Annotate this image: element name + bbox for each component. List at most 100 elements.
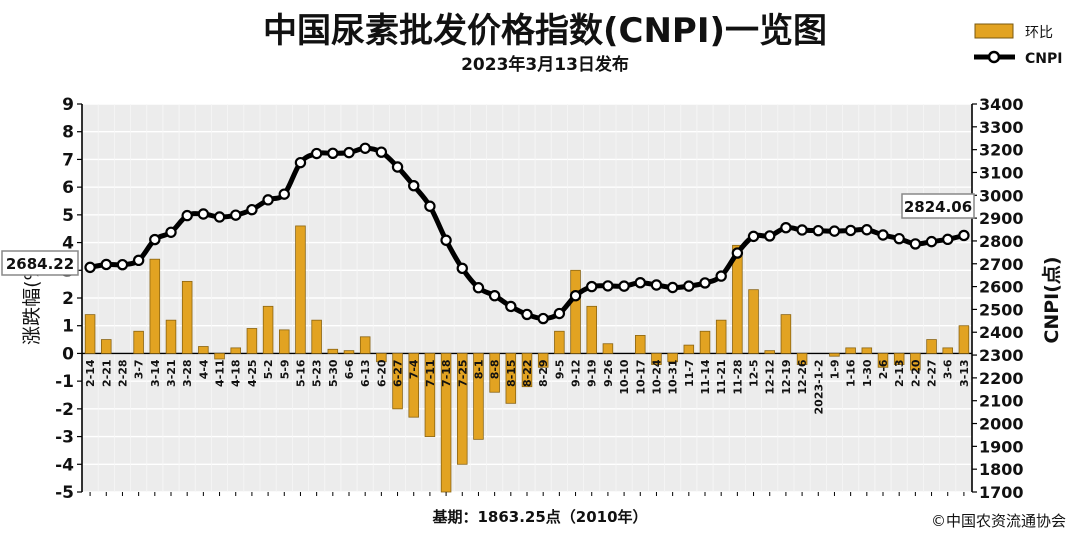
cnpi-point-3-14 bbox=[149, 233, 161, 246]
bar-3-6 bbox=[942, 347, 953, 354]
cnpi-point-4-18 bbox=[230, 209, 242, 221]
y-right-tick-label: 1800 bbox=[979, 460, 1024, 479]
x-tick-label: 6-13 bbox=[359, 359, 372, 387]
legend-bar-label: 环比 bbox=[1025, 25, 1053, 41]
bar-5-2 bbox=[262, 305, 274, 354]
cnpi-point-8-22 bbox=[521, 308, 533, 321]
header-band bbox=[0, 0, 1080, 82]
y-right-tick-label: 3300 bbox=[979, 118, 1024, 137]
axes: -5-4-3-2-1012345678917001800190020002100… bbox=[55, 95, 1023, 503]
bar-12-5 bbox=[748, 289, 759, 354]
y-right-tick-label: 2100 bbox=[979, 392, 1024, 411]
x-tick-label: 8-1 bbox=[472, 359, 485, 379]
bar-4-4 bbox=[198, 346, 209, 354]
bar-9-12 bbox=[570, 269, 581, 354]
x-tick-label: 3-13 bbox=[958, 359, 971, 387]
x-tick-label: 10-17 bbox=[634, 359, 647, 394]
cnpi-point-4-4 bbox=[197, 208, 210, 220]
bar-3-28 bbox=[181, 280, 193, 354]
annotation-box bbox=[901, 193, 975, 219]
bar-5-23 bbox=[311, 319, 322, 354]
cnpi-point-5-2 bbox=[262, 194, 274, 206]
bar-2-6 bbox=[877, 353, 889, 368]
cnpi-point-9-26 bbox=[602, 280, 614, 292]
bar-8-15 bbox=[505, 353, 517, 404]
x-tick-label: 3-14 bbox=[149, 359, 162, 387]
cnpi-point-11-21 bbox=[715, 270, 727, 282]
x-tick-label: 7-18 bbox=[440, 359, 453, 387]
cnpi-point-2-14 bbox=[84, 261, 96, 274]
cnpi-point-8-29 bbox=[537, 312, 549, 325]
bar-8-8 bbox=[489, 353, 500, 393]
cnpi-point-6-27 bbox=[391, 161, 404, 173]
cnpi-point-11-14 bbox=[699, 277, 711, 289]
bar-3-21 bbox=[165, 319, 177, 354]
cnpi-point-9-12 bbox=[569, 290, 582, 302]
x-tick-label: 5-30 bbox=[327, 359, 340, 387]
cnpi-point-8-8 bbox=[488, 290, 501, 302]
y-left-tick-label: -3 bbox=[55, 428, 74, 448]
x-tick-label: 8-8 bbox=[489, 359, 502, 379]
cnpi-point-3-7 bbox=[132, 254, 145, 267]
x-tick-label: 9-12 bbox=[570, 359, 583, 387]
x-tick-label: 10-10 bbox=[618, 359, 631, 395]
cnpi-point-7-11 bbox=[424, 200, 436, 212]
bar-5-9 bbox=[279, 329, 290, 354]
chart-title: 中国尿素批发价格指数(CNPI)一览图 bbox=[263, 11, 827, 51]
bar-4-25 bbox=[246, 328, 258, 354]
bar-2-21 bbox=[101, 339, 112, 354]
bar-1-16 bbox=[845, 347, 856, 354]
cnpi-point-4-25 bbox=[246, 203, 258, 216]
x-tick-label: 6-27 bbox=[392, 359, 405, 387]
bar-5-16 bbox=[295, 225, 306, 354]
y-left-tick-label: -5 bbox=[55, 483, 74, 503]
annotation-0: 2684.22 bbox=[1, 250, 79, 276]
line-series bbox=[84, 142, 970, 325]
x-tick-label: 11-14 bbox=[699, 359, 712, 395]
bar-3-14 bbox=[149, 258, 161, 354]
x-tick-label: 8-29 bbox=[537, 359, 550, 387]
x-tick-label: 8-22 bbox=[521, 359, 534, 387]
bar-10-31 bbox=[667, 353, 678, 363]
y-left-tick-label: -2 bbox=[55, 400, 74, 420]
x-tick-label: 1-9 bbox=[828, 359, 841, 379]
bar-6-27 bbox=[392, 353, 403, 410]
bar-7-4 bbox=[408, 353, 419, 418]
x-tick-label: 12-19 bbox=[780, 359, 793, 394]
annotation-box bbox=[1, 250, 79, 276]
x-tick-label: 11-21 bbox=[715, 359, 728, 394]
x-tick-label: 1-30 bbox=[861, 359, 874, 387]
cnpi-point-8-1 bbox=[472, 282, 485, 294]
x-tick-label: 2-13 bbox=[893, 359, 906, 387]
bar-6-6 bbox=[343, 350, 355, 354]
cnpi-point-3-6 bbox=[942, 233, 954, 246]
footer-base: 基期：1863.25点（2010年） bbox=[431, 508, 647, 526]
cnpi-point-7-25 bbox=[456, 262, 468, 275]
bar-4-11 bbox=[214, 353, 225, 360]
cnpi-point-5-30 bbox=[327, 147, 339, 159]
x-tick-label: 2-14 bbox=[84, 359, 97, 387]
y-left-tick-label: 7 bbox=[62, 150, 74, 170]
bar-11-14 bbox=[699, 330, 711, 354]
bar-9-26 bbox=[602, 343, 614, 354]
cnpi-point-6-6 bbox=[343, 146, 355, 159]
bar-12-12 bbox=[764, 350, 775, 354]
x-tick-label: 5-23 bbox=[311, 359, 324, 387]
cnpi-point-2-27 bbox=[925, 235, 938, 248]
annotation-1: 2824.06 bbox=[901, 193, 975, 219]
cnpi-point-11-7 bbox=[683, 280, 695, 292]
cnpi-point-12-26 bbox=[796, 224, 808, 236]
bar-2-14 bbox=[84, 314, 96, 354]
bar-7-25 bbox=[457, 353, 468, 465]
bar-8-29 bbox=[537, 353, 549, 368]
x-tick-label: 3-28 bbox=[181, 359, 194, 387]
bar-2-27 bbox=[926, 339, 937, 354]
x-tick-label: 10-24 bbox=[650, 359, 663, 395]
x-tick-label: 9-5 bbox=[553, 359, 566, 379]
y-right-tick-label: 2400 bbox=[979, 323, 1024, 342]
cnpi-point-5-9 bbox=[278, 188, 290, 200]
bar-2-13 bbox=[893, 353, 905, 365]
x-tick-label: 12-12 bbox=[764, 359, 777, 394]
bar-10-24 bbox=[651, 353, 662, 365]
